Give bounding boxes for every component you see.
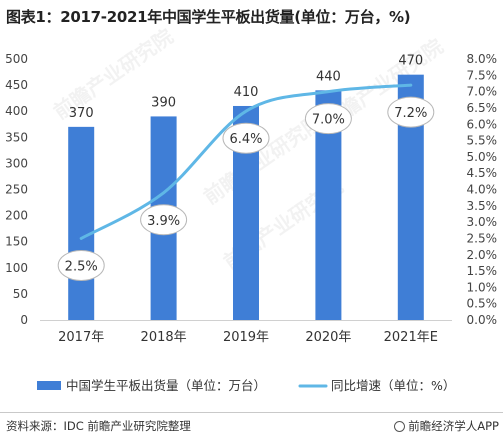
y-right-tick-label: 2.5% [467,231,498,245]
y-right-tick-label: 4.0% [467,183,498,197]
y-right-tick-label: 1.5% [467,264,498,278]
y-right-tick-label: 0.0% [467,313,498,327]
growth-label-bubble [304,103,352,135]
y-left-tick-label: 500 [5,52,28,66]
y-left-tick-label: 200 [5,209,28,223]
y-left-tick-label: 150 [5,235,28,249]
growth-label-bubble [57,249,105,281]
footer-divider [0,412,503,413]
bar-value-label: 370 [69,106,94,121]
growth-value-label: 6.4% [229,132,262,147]
y-right-tick-label: 2.0% [467,248,498,262]
y-right-tick-label: 5.0% [467,150,498,164]
y-right-tick-label: 8.0% [467,52,498,66]
growth-label-bubble [387,96,435,128]
y-right-tick-label: 0.5% [467,297,498,311]
x-tick-label: 2017年 [58,330,104,345]
y-left-tick-label: 400 [5,104,28,118]
y-right-tick-label: 6.0% [467,117,498,131]
x-tick-label: 2019年 [223,330,269,345]
x-tick-label: 2018年 [141,330,187,345]
brand-credit: 前瞻经济学人APP [394,418,499,434]
y-right-tick-label: 6.5% [467,101,498,115]
y-right-tick-label: 1.0% [467,280,498,294]
y-left-tick-label: 300 [5,156,28,170]
legend-bar-swatch [37,381,61,390]
source-note: 资料来源：IDC 前瞻产业研究院整理 [6,419,191,433]
y-left-tick-label: 100 [5,261,28,275]
y-right-tick-label: 3.5% [467,199,498,213]
growth-value-label: 7.2% [394,106,427,121]
bar-value-label: 470 [398,54,423,69]
bar-value-label: 410 [234,85,259,100]
y-right-tick-label: 7.0% [467,85,498,99]
brand-name: 前瞻经济学人APP [408,419,499,433]
growth-line [79,83,413,240]
x-tick-label: 2020年 [305,330,351,345]
y-left-tick-label: 250 [5,183,28,197]
legend-line-label: 同比增速（单位：%） [331,378,455,393]
brand-logo-icon [394,421,406,432]
chart: 前瞻产业研究院前瞻产业研究院前瞻产业研究院前瞻产业研究院050100150200… [5,24,498,393]
y-left-tick-label: 450 [5,78,28,92]
y-left-tick-label: 350 [5,130,28,144]
growth-value-label: 7.0% [312,113,345,128]
y-right-tick-label: 4.5% [467,166,498,180]
chart-title: 图表1：2017-2021年中国学生平板出货量(单位：万台，%) [6,8,411,26]
x-tick-label: 2021年E [384,330,438,345]
y-left-tick-label: 50 [13,287,28,301]
growth-label-bubble [222,122,270,154]
bar-value-label: 440 [316,69,341,84]
y-right-tick-label: 3.0% [467,215,498,229]
y-right-tick-label: 5.5% [467,134,498,148]
bar [68,126,95,320]
y-left-tick-label: 0 [20,313,28,327]
legend-bar-label: 中国学生平板出货量（单位：万台） [66,378,266,393]
growth-label-bubble [140,204,188,236]
growth-value-label: 2.5% [65,259,98,274]
growth-value-label: 3.9% [147,214,180,229]
bar-value-label: 390 [151,95,176,110]
y-right-tick-label: 7.5% [467,68,498,82]
